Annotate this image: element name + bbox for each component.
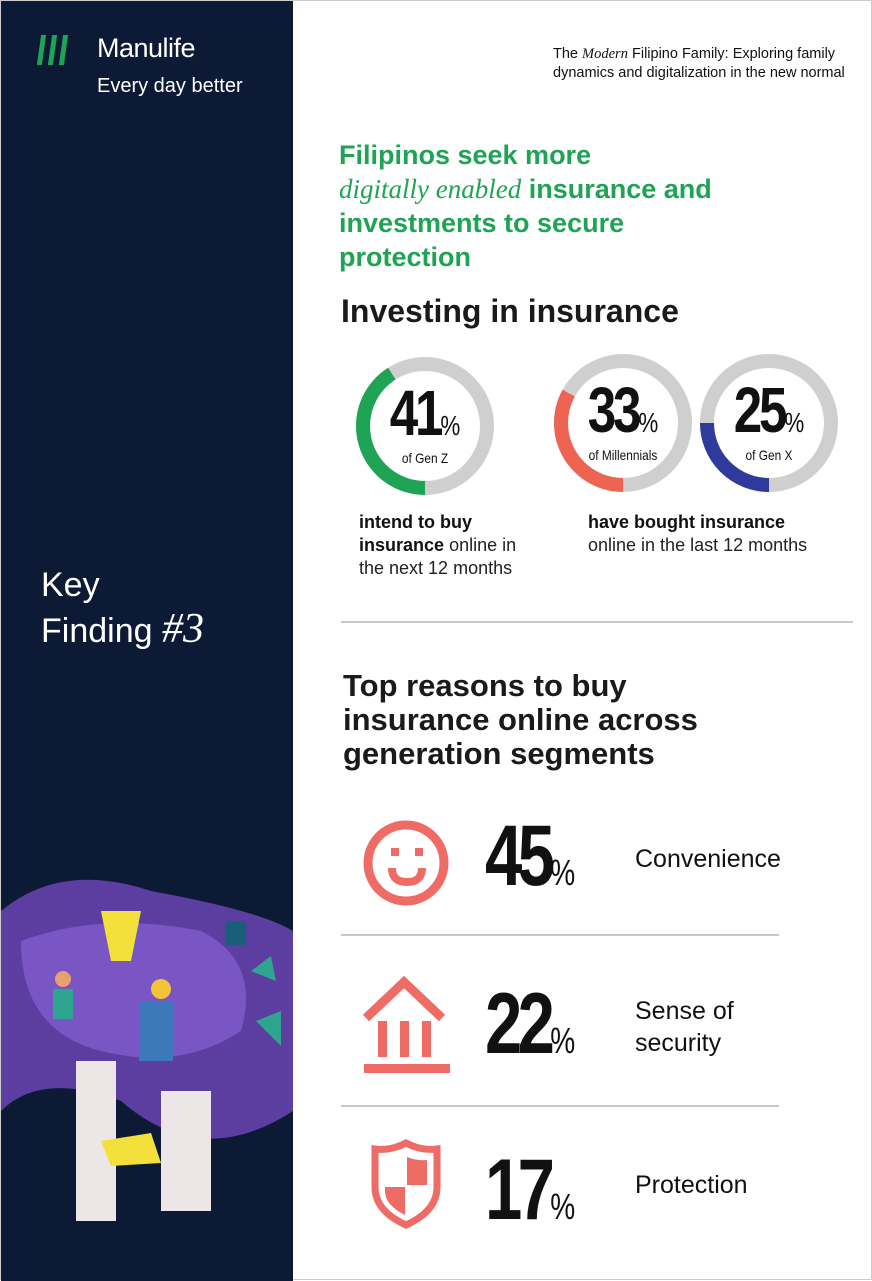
divider (341, 1105, 779, 1107)
divider (341, 621, 853, 623)
subtitle-post: Filipino Family: Exploring family dynami… (553, 46, 845, 81)
headline-italic: digitally enabled (339, 174, 522, 204)
donut-label: of Millennials (588, 447, 658, 463)
smiley-icon (363, 820, 449, 906)
subtitle-italic: Modern (582, 46, 628, 62)
percent-sign: % (550, 1020, 576, 1061)
illustration (1, 879, 293, 1221)
donut-label: of Gen X (745, 447, 793, 463)
bank-icon (362, 976, 450, 1073)
donut-value: 33% (587, 374, 659, 446)
headline-rest: insurance and investments to secure prot… (339, 174, 712, 272)
reason-label: Protection (635, 1171, 748, 1199)
caption-millennials-gen-x: have bought insurance online in the last … (588, 511, 808, 557)
donut-arc (700, 354, 838, 492)
section-title-reasons: Top reasons to buy insurance online acro… (343, 668, 698, 771)
divider (341, 934, 779, 936)
reason-label: Sense of security (635, 997, 734, 1057)
percent-sign: % (550, 852, 576, 893)
reason-value: 45% (485, 807, 575, 906)
subtitle-pre: The (553, 46, 578, 62)
donut-value: 25% (733, 374, 805, 446)
caption-gen-z: intend to buy insurance online in the ne… (359, 511, 519, 580)
reason-value-protection: 17 (485, 1142, 555, 1238)
reason-value: 22% (485, 975, 575, 1074)
key-finding: Key Finding #3 (41, 563, 204, 653)
reason-label: Convenience (635, 845, 781, 873)
donut-value: 41% (389, 377, 461, 449)
shield-icon (371, 1139, 441, 1229)
donut-chart: 41% of Gen Z (355, 356, 495, 496)
reason-value: 17% (485, 1141, 575, 1240)
headline: Filipinos seek more digitally enabled in… (339, 138, 759, 274)
sidebar: Manulife Every day better Key Finding #3 (1, 1, 293, 1281)
percent-sign: % (550, 1186, 576, 1227)
donut-chart: 33% of Millennials (553, 353, 693, 493)
report-subtitle: The Modern Filipino Family: Exploring fa… (553, 45, 853, 83)
key-finding-label: Key (41, 566, 100, 604)
brand-tagline: Every day better (97, 75, 243, 97)
brand-name: Manulife (97, 33, 196, 63)
reason-value-security: 22 (485, 976, 555, 1072)
donut-arc (554, 354, 692, 492)
caption-left-rest: online in the next 12 months (359, 535, 517, 578)
section-title-investing: Investing in insurance (341, 293, 679, 329)
donut-arc (356, 357, 494, 495)
donut-label: of Gen Z (401, 450, 449, 466)
caption-left-bold: intend to buy insurance (359, 512, 472, 555)
manulife-logo-icon (36, 35, 69, 65)
caption-right-bold: have bought insurance (588, 512, 786, 532)
headline-line1: Filipinos seek more (339, 140, 592, 170)
caption-right-rest: online in the last 12 months (588, 535, 808, 555)
key-finding-number: #3 (161, 606, 204, 652)
donut-chart: 25% of Gen X (699, 353, 839, 493)
reason-value-convenience: 45 (485, 808, 555, 904)
key-finding-word: Finding (41, 612, 153, 650)
